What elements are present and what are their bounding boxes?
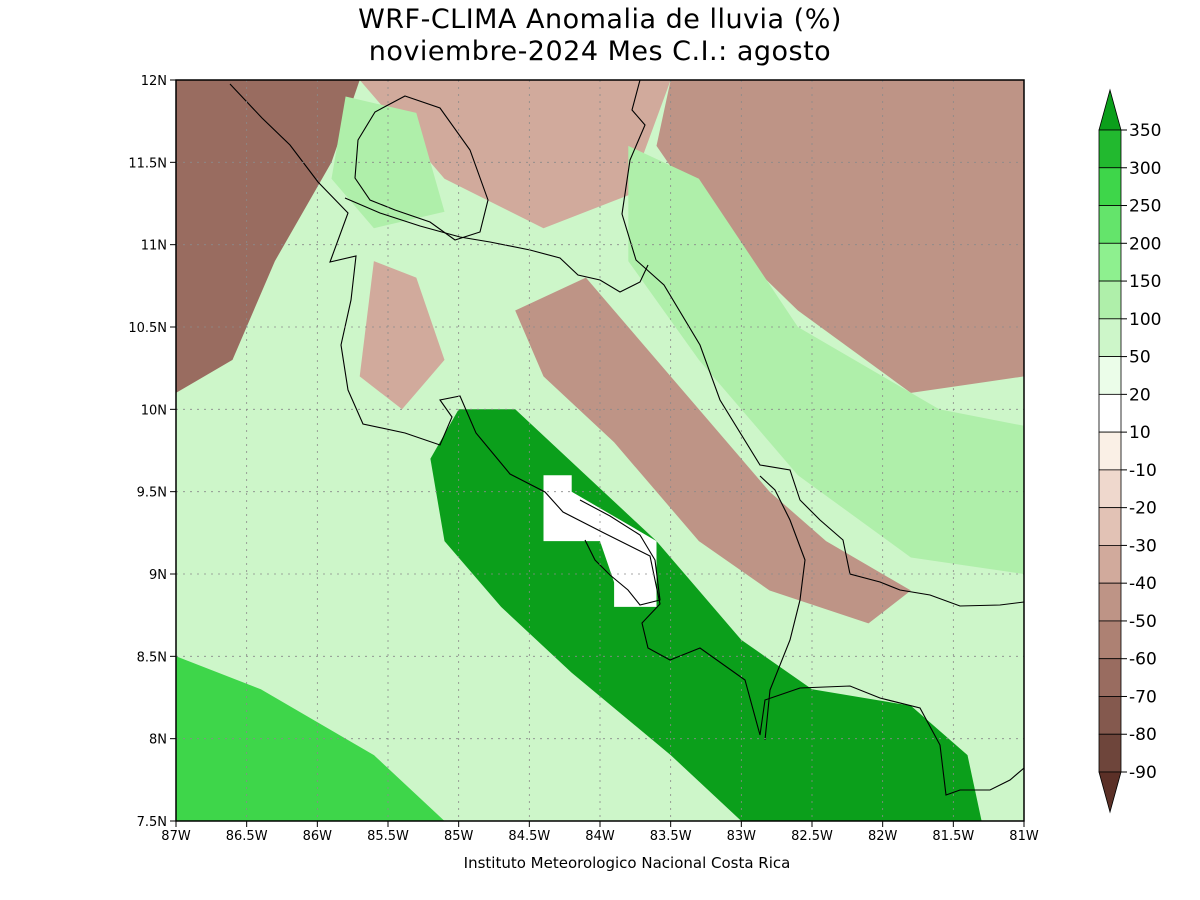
colorbar-label: -40	[1129, 574, 1157, 594]
colorbar-label: 150	[1129, 272, 1161, 292]
x-tick-label: 83W	[727, 829, 757, 844]
colorbar-swatch	[1098, 545, 1122, 584]
y-tick-label: 9.5N	[137, 486, 167, 501]
region-wet-caribbean-north	[628, 145, 1024, 574]
colorbar-label: -60	[1129, 650, 1157, 670]
osa-peninsula-coast	[579, 499, 661, 606]
y-tick-label: 11N	[141, 239, 167, 254]
costa-rica-panama-border	[759, 475, 806, 741]
map-plot-area	[176, 80, 1024, 821]
colorbar-label: -50	[1129, 612, 1157, 632]
y-tick-label: 10N	[141, 403, 167, 418]
colorbar-label: -90	[1129, 763, 1157, 783]
colorbar-swatch	[1098, 318, 1122, 357]
colorbar-label: 200	[1129, 234, 1161, 254]
lake-nicaragua-shore	[354, 95, 489, 241]
colorbar-label: -80	[1129, 725, 1157, 745]
colorbar-label: 10	[1129, 423, 1151, 443]
y-tick-label: 10.5N	[128, 321, 167, 336]
y-tick-label: 9N	[149, 568, 167, 583]
colorbar-swatch	[1098, 129, 1122, 169]
region-dry-guanacaste-ridge	[359, 261, 445, 410]
y-tick-label: 7.5N	[137, 815, 167, 830]
colorbar-label: 250	[1129, 197, 1161, 217]
colorbar-swatch	[1098, 582, 1122, 622]
x-tick-label: 81W	[1009, 829, 1039, 844]
colorbar-swatch	[1098, 696, 1122, 735]
x-tick-label: 84.5W	[508, 829, 550, 844]
colorbar-label: 50	[1129, 348, 1151, 368]
x-tick-label: 82W	[868, 829, 898, 844]
colorbar-swatch	[1098, 431, 1122, 471]
region-dry-north-east	[656, 80, 1024, 393]
colorbar-swatch	[1098, 469, 1122, 509]
x-tick-label: 84W	[585, 829, 615, 844]
colorbar-bottom-arrow	[1098, 771, 1122, 814]
nicaragua-costa-rica-border	[344, 197, 649, 293]
region-dry-north-west	[176, 80, 360, 393]
colorbar-swatch	[1098, 242, 1122, 282]
y-tick-label: 12N	[141, 74, 167, 89]
anomaly-regions	[176, 80, 1024, 821]
colorbar-label: -10	[1129, 461, 1157, 481]
colorbar-swatch	[1098, 620, 1122, 660]
map-title: WRF-CLIMA Anomalia de lluvia (%)	[358, 4, 842, 35]
colorbar-label: 100	[1129, 310, 1161, 330]
caribbean-coastline	[621, 80, 1024, 607]
credit-text: Instituto Meteorologico Nacional Costa R…	[464, 854, 791, 872]
x-tick-label: 83.5W	[650, 829, 692, 844]
colorbar-top-arrow	[1098, 88, 1122, 131]
colorbar-swatch	[1098, 356, 1122, 395]
colorbar-swatch	[1098, 167, 1122, 206]
colorbar-swatch	[1098, 205, 1122, 244]
colorbar: 350 300 250 200 150 100 50 20 10 -10 -20 -30 -40 -50 -…	[1098, 88, 1161, 814]
y-tick-label: 8.5N	[137, 650, 167, 665]
x-tick-label: 87W	[161, 829, 191, 844]
colorbar-swatch	[1098, 658, 1122, 697]
x-tick-label: 85.5W	[367, 829, 409, 844]
pacific-coastline	[229, 83, 1024, 796]
y-tick-label: 8N	[149, 733, 167, 748]
colorbar-swatch	[1098, 393, 1122, 433]
x-tick-label: 81.5W	[932, 829, 974, 844]
colorbar-label: 300	[1129, 159, 1161, 179]
region-no-data-osa	[543, 475, 657, 607]
colorbar-label: 350	[1129, 121, 1161, 141]
y-tick-label: 11.5N	[128, 156, 167, 171]
x-tick-label: 86.5W	[226, 829, 268, 844]
coastlines	[229, 80, 1024, 796]
colorbar-label: -70	[1129, 687, 1157, 707]
x-tick-label: 86W	[303, 829, 333, 844]
region-dry-north-center	[359, 80, 671, 229]
map-subtitle: noviembre-2024 Mes C.I.: agosto	[368, 36, 832, 67]
x-tick-label: 82.5W	[791, 829, 833, 844]
longitude-axis: 87W 86.5W 86W 85.5W 85W 84.5W 84W 83.5W 83W 82.5W…	[161, 821, 1039, 844]
colorbar-swatch	[1098, 280, 1122, 320]
colorbar-swatch	[1098, 733, 1122, 773]
x-tick-label: 85W	[444, 829, 474, 844]
latitude-axis: 12N 11.5N 11N 10.5N 10N 9.5N 9N 8.5N 8N 7.5N	[128, 74, 176, 830]
colorbar-label: 20	[1129, 385, 1151, 405]
colorbar-swatch	[1098, 507, 1122, 546]
colorbar-label: -30	[1129, 536, 1157, 556]
colorbar-label: -20	[1129, 499, 1157, 519]
graticule	[176, 80, 1024, 821]
